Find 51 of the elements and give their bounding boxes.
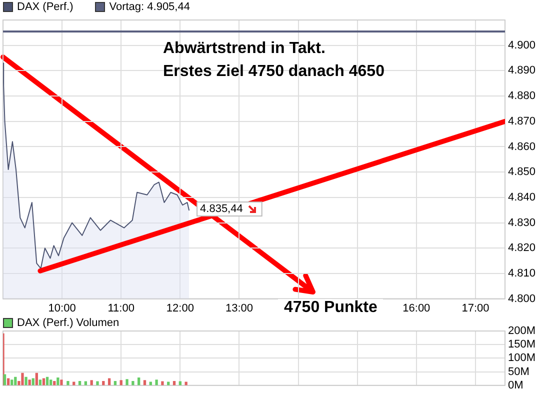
bar	[66, 380, 70, 386]
y-tick-label: 4.880	[508, 90, 536, 102]
y-tick-label: 4.890	[508, 64, 536, 77]
y-tick-label: 4.830	[508, 216, 536, 229]
bar	[56, 377, 60, 386]
annotation: Abwärtstrend in Takt.	[163, 40, 326, 58]
bar	[24, 376, 28, 386]
bar	[10, 380, 14, 386]
bar	[90, 380, 93, 386]
y-tick-label: 4.800	[508, 292, 536, 305]
bar	[96, 381, 99, 386]
bar	[126, 379, 128, 386]
text: 4750 Punkte	[278, 299, 384, 317]
bar	[132, 380, 134, 386]
x-tick-label: 12:00	[166, 302, 194, 314]
annotation: 4.835,44	[200, 203, 243, 216]
bar	[60, 380, 63, 386]
x-tick-label: 17:00	[462, 302, 490, 314]
y-tick-label: 4.870	[508, 115, 536, 128]
x-tick-label: 11:00	[108, 302, 134, 314]
bar	[161, 381, 164, 386]
bar	[28, 380, 31, 386]
bar	[46, 376, 49, 386]
y-tick-label: 100M	[508, 352, 536, 364]
annotation: Erstes Ziel 4750 danach 4650	[163, 63, 384, 81]
bar	[155, 380, 158, 386]
y-tick-label: 4.820	[508, 242, 536, 254]
y-tick-label: 4.900	[508, 39, 536, 52]
bar	[143, 380, 146, 386]
bar	[3, 374, 6, 386]
x-tick-label: 16:00	[402, 302, 430, 314]
bar	[138, 377, 140, 386]
y-tick-label: 0M	[508, 379, 524, 392]
y-tick-label: 4.850	[508, 166, 536, 178]
y-tick-label: 50M	[508, 366, 530, 378]
y-tick-label: 4.810	[508, 267, 536, 280]
legend-label: DAX (Perf.) Volumen	[17, 317, 120, 329]
y-tick-label: 4.840	[508, 191, 536, 204]
bar	[50, 380, 52, 386]
x-tick-label: 13:00	[225, 302, 253, 314]
bar	[14, 376, 17, 386]
y-tick-label: 150M	[508, 338, 536, 351]
bar	[120, 380, 122, 386]
legend-label: DAX (Perf.)	[17, 1, 74, 13]
bar	[38, 380, 42, 386]
legend-label: Vortag: 4.905,44	[109, 1, 190, 13]
y-tick-label: 4.860	[508, 140, 536, 153]
bar	[35, 372, 38, 386]
bar	[21, 372, 24, 386]
y-tick-label: 200M	[508, 325, 536, 338]
x-tick-label: 10:00	[48, 302, 76, 314]
